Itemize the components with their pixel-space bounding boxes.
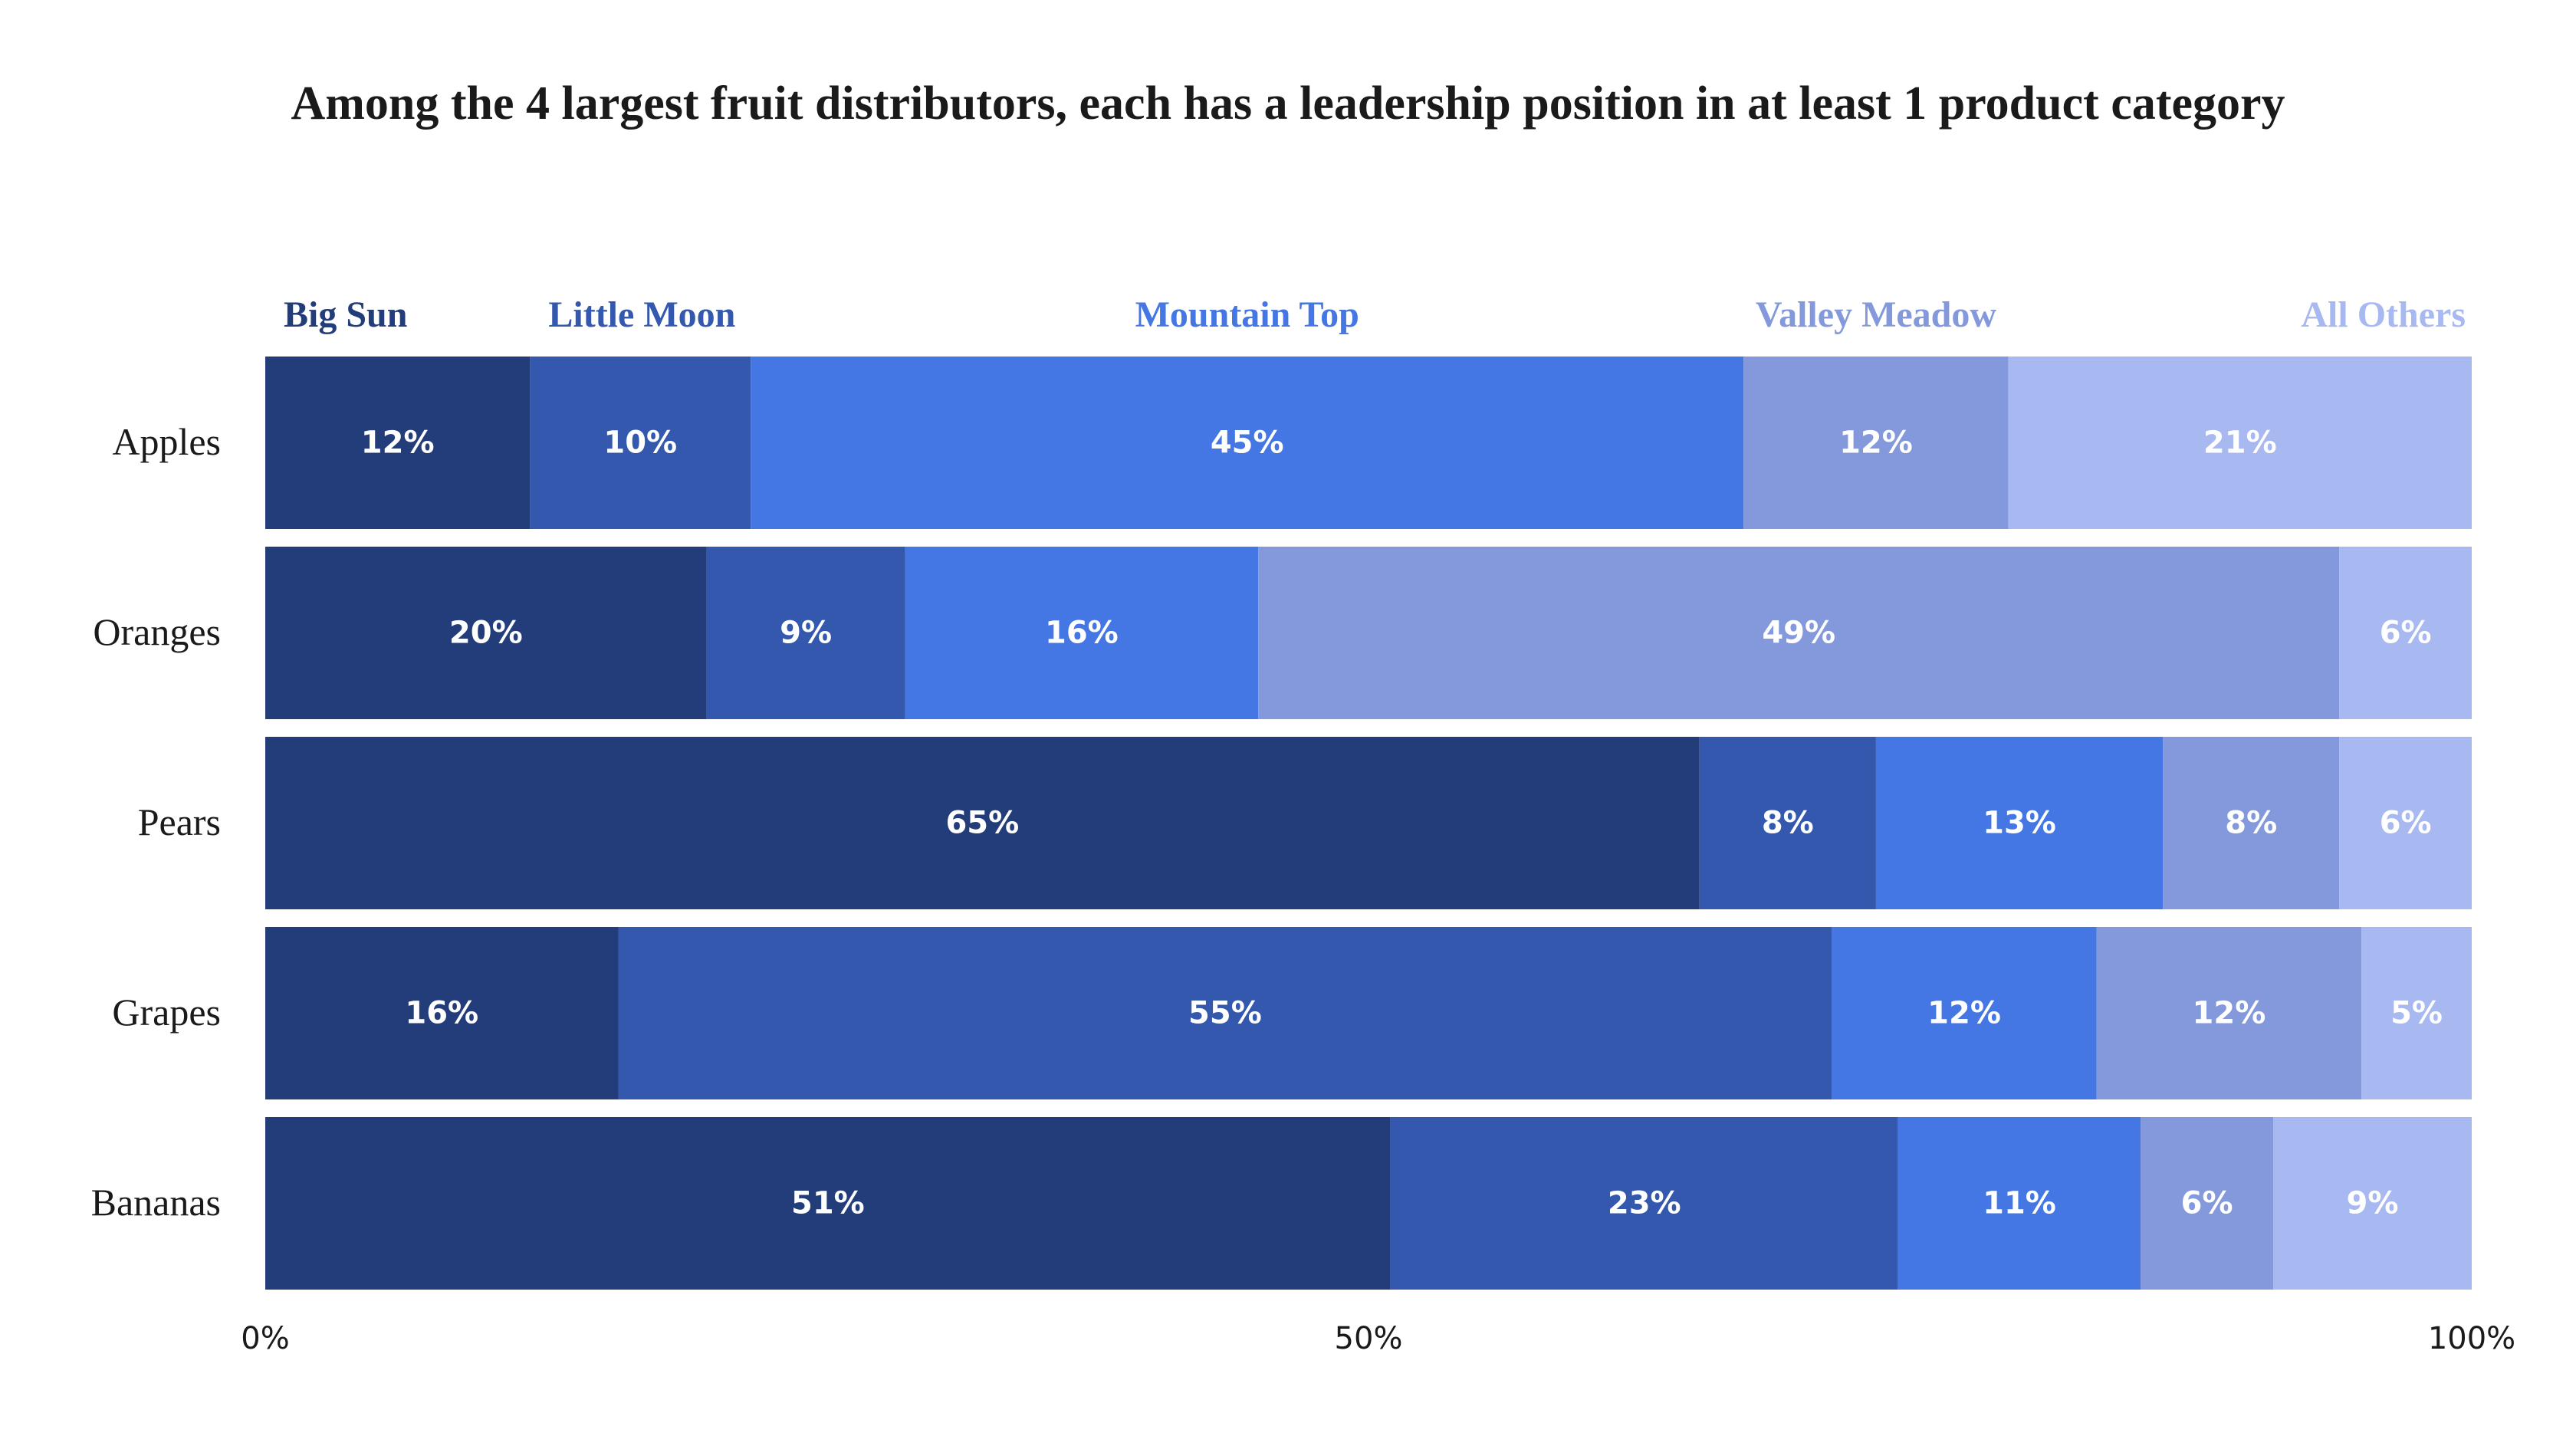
data-label: 8% xyxy=(2225,806,2277,841)
data-label: 21% xyxy=(2203,426,2277,461)
y-tick-label: Grapes xyxy=(112,991,221,1034)
data-label: 11% xyxy=(1983,1186,2056,1221)
bar-segment xyxy=(2339,547,2472,719)
bar-segment xyxy=(1832,927,2097,1099)
data-label: 10% xyxy=(603,426,677,461)
bar-segment xyxy=(751,357,1744,529)
data-label: 9% xyxy=(780,616,832,651)
data-label: 5% xyxy=(2390,996,2443,1031)
chart-title: Among the 4 largest fruit distributors, … xyxy=(291,77,2285,130)
bar-segment xyxy=(265,1117,1391,1290)
y-tick-label: Apples xyxy=(112,420,221,463)
bar-segment xyxy=(1258,547,2340,719)
bar-segment xyxy=(265,547,707,719)
bar-segment xyxy=(2339,737,2472,909)
bar-segment xyxy=(905,547,1259,719)
bar-segment xyxy=(2141,1117,2273,1290)
y-tick-label: Oranges xyxy=(93,610,221,653)
data-label: 6% xyxy=(2380,616,2432,651)
bar-segment xyxy=(706,547,905,719)
bar-segment xyxy=(1743,357,2009,529)
data-label: 12% xyxy=(361,426,435,461)
bar-segment xyxy=(2096,927,2362,1099)
bar-segment xyxy=(265,357,531,529)
bar-segment xyxy=(265,737,1700,909)
data-label: 51% xyxy=(791,1186,865,1221)
legend-label: Big Sun xyxy=(284,294,407,335)
bar-segment xyxy=(1699,737,1876,909)
legend-label: Valley Meadow xyxy=(1756,294,1997,335)
bar-segment xyxy=(2361,927,2472,1099)
legend-label: Little Moon xyxy=(548,294,735,335)
bar-segment xyxy=(1875,737,2164,909)
data-label: 55% xyxy=(1188,996,1262,1031)
data-label: 20% xyxy=(449,616,523,651)
x-tick-label: 50% xyxy=(1335,1321,1403,1356)
data-label: 9% xyxy=(2347,1186,2399,1221)
data-label: 65% xyxy=(945,806,1019,841)
bar-segment xyxy=(265,927,619,1099)
bar-segment xyxy=(2008,357,2472,529)
data-label: 16% xyxy=(1045,616,1119,651)
legend-label: Mountain Top xyxy=(1135,294,1359,335)
bar-segment xyxy=(2272,1117,2472,1290)
bar-segment xyxy=(618,927,1832,1099)
data-label: 13% xyxy=(1983,806,2056,841)
y-tick-label: Bananas xyxy=(91,1181,221,1224)
data-label: 6% xyxy=(2380,806,2432,841)
y-tick-label: Pears xyxy=(138,800,221,843)
data-label: 12% xyxy=(1839,426,1913,461)
bar-segment xyxy=(1898,1117,2141,1290)
data-label: 49% xyxy=(1762,616,1835,651)
data-label: 16% xyxy=(405,996,478,1031)
bar-segment xyxy=(2163,737,2340,909)
bar-segment xyxy=(1390,1117,1898,1290)
data-label: 12% xyxy=(2193,996,2266,1031)
data-label: 6% xyxy=(2181,1186,2233,1221)
data-label: 8% xyxy=(1762,806,1814,841)
x-tick-label: 100% xyxy=(2428,1321,2515,1356)
data-label: 23% xyxy=(1608,1186,1681,1221)
data-label: 45% xyxy=(1211,426,1284,461)
legend-label: All Others xyxy=(2301,294,2466,335)
data-label: 12% xyxy=(1927,996,2001,1031)
x-tick-label: 0% xyxy=(241,1321,289,1356)
bar-segment xyxy=(530,357,751,529)
